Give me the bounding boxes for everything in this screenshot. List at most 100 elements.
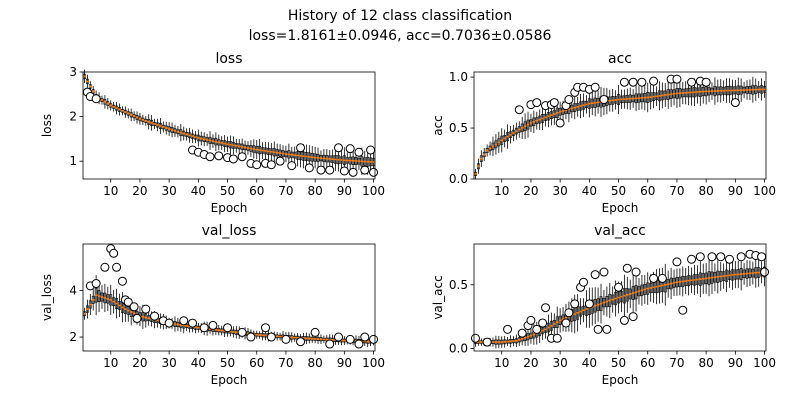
box-epoch-91	[345, 152, 349, 169]
box-epoch-7	[491, 337, 495, 347]
x-axis-label: Epoch	[211, 373, 248, 387]
box-epoch-39	[585, 290, 588, 328]
box-epoch-94	[745, 260, 749, 288]
box-epoch-84	[325, 149, 329, 169]
boxes	[474, 76, 766, 179]
outlier-point	[564, 95, 574, 105]
outlier-point	[112, 262, 122, 272]
box-epoch-47	[217, 324, 221, 336]
boxes	[474, 257, 766, 349]
box-epoch-1	[474, 168, 477, 179]
outliers	[85, 244, 379, 349]
box-epoch-57	[637, 277, 641, 305]
box-epoch-66	[663, 263, 667, 306]
outlier-point	[237, 152, 247, 162]
box-epoch-61	[649, 84, 653, 110]
box-epoch-29	[164, 121, 168, 135]
box-epoch-46	[605, 286, 609, 317]
outlier-point	[266, 332, 276, 342]
x-tick-label: 90	[337, 356, 352, 370]
outlier-point	[129, 302, 139, 312]
box-epoch-72	[290, 332, 294, 343]
outlier-point	[482, 337, 492, 347]
x-tick-label: 40	[582, 184, 597, 198]
box-epoch-96	[751, 76, 755, 103]
box-epoch-22	[144, 116, 148, 126]
y-tick-label: 0.0	[449, 341, 468, 355]
box-epoch-88	[728, 262, 731, 288]
box-epoch-89	[731, 79, 734, 102]
box-epoch-74	[687, 266, 691, 296]
box-epoch-37	[579, 93, 582, 119]
box-epoch-1	[83, 307, 86, 320]
outlier-point	[470, 333, 480, 343]
box-epoch-30	[558, 101, 562, 122]
outlier-point	[334, 332, 343, 342]
box-epoch-12	[115, 288, 118, 319]
outlier-point	[730, 98, 740, 108]
box-epoch-10	[500, 336, 504, 348]
box-epoch-83	[713, 77, 717, 105]
box-epoch-79	[701, 263, 705, 294]
outlier-point	[619, 77, 629, 87]
box-epoch-62	[652, 85, 655, 109]
outlier-point	[345, 144, 355, 154]
box-epoch-85	[328, 150, 332, 168]
panel-loss: 10 20 30 40 50 60 70 80 90 100 1 2 3 loss Epoch loss	[40, 51, 385, 215]
box-epoch-10	[109, 100, 113, 111]
box-epoch-62	[261, 142, 264, 159]
box-epoch-92	[739, 257, 743, 291]
box-epoch-60	[646, 82, 650, 113]
outlier-point	[593, 324, 603, 334]
box-epoch-87	[725, 78, 728, 103]
box-epoch-60	[255, 140, 259, 160]
outlier-point	[366, 145, 376, 155]
box-epoch-67	[666, 80, 670, 109]
box-epoch-45	[602, 290, 606, 316]
outlier-point	[188, 318, 197, 328]
x-tick-label: 80	[698, 184, 713, 198]
box-epoch-24	[150, 115, 154, 131]
box-epoch-47	[217, 134, 221, 151]
x-tick-label: 30	[161, 356, 176, 370]
box-epoch-61	[258, 331, 262, 339]
box-epoch-10	[500, 128, 504, 153]
box-epoch-8	[103, 95, 107, 109]
panel-title: val_acc	[594, 223, 646, 239]
box-epoch-7	[100, 285, 104, 309]
box-epoch-57	[246, 141, 250, 155]
box-epoch-40	[196, 129, 200, 147]
box-epoch-71	[287, 143, 291, 166]
box-epoch-15	[123, 106, 127, 118]
box-epoch-23	[147, 114, 151, 130]
box-epoch-43	[596, 91, 600, 114]
box-epoch-38	[191, 129, 194, 143]
box-epoch-70	[284, 145, 288, 163]
x-tick-label: 40	[191, 356, 206, 370]
box-epoch-72	[681, 266, 685, 297]
box-epoch-60	[255, 330, 259, 339]
outlier-point	[584, 299, 594, 309]
box-epoch-94	[745, 80, 749, 100]
box-epoch-70	[675, 268, 679, 296]
outlier-point	[369, 167, 379, 177]
x-tick-label: 10	[103, 356, 118, 370]
y-axis-label: loss	[40, 114, 54, 137]
outlier-point	[701, 77, 711, 87]
x-tick-label: 70	[669, 184, 684, 198]
x-tick-label: 60	[249, 356, 264, 370]
box-epoch-49	[223, 135, 227, 153]
box-epoch-33	[176, 317, 180, 332]
outlier-point	[205, 152, 215, 162]
x-tick-label: 100	[362, 184, 385, 198]
box-epoch-56	[634, 272, 638, 312]
box-epoch-17	[129, 108, 133, 122]
outlier-point	[517, 328, 527, 338]
box-epoch-12	[115, 101, 118, 115]
box-epoch-65	[660, 267, 664, 303]
box-epoch-38	[582, 93, 585, 117]
box-epoch-87	[725, 259, 728, 293]
outlier-point	[736, 252, 746, 262]
outliers	[514, 74, 740, 128]
box-epoch-8	[494, 335, 498, 349]
